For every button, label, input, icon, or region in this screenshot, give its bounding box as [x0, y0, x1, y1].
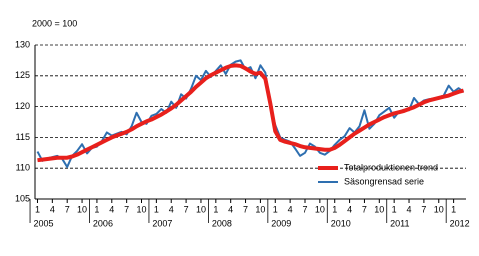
x-tick-label: 4 [228, 204, 233, 214]
x-tick-label: 4 [288, 204, 293, 214]
x-tick-label: 7 [421, 204, 426, 214]
x-tick-label: 1 [451, 204, 456, 214]
year-label: 2011 [390, 218, 409, 228]
y-tick-label: 120 [15, 101, 30, 111]
year-label: 2006 [93, 218, 113, 228]
x-tick-label: 7 [184, 204, 189, 214]
x-tick-label: 4 [169, 204, 174, 214]
y-tick-label: 110 [16, 163, 30, 173]
x-tick-label: 1 [94, 204, 99, 214]
x-tick-label: 1 [35, 204, 40, 214]
x-tick-label: 1 [332, 204, 337, 214]
x-tick-label: 10 [137, 204, 147, 214]
x-tick-label: 10 [255, 204, 265, 214]
x-tick-label: 7 [243, 204, 248, 214]
year-label: 2012 [450, 218, 470, 228]
legend-label: Totalproduktionen trend [344, 162, 438, 172]
x-tick-label: 7 [65, 204, 70, 214]
x-tick-label: 4 [109, 204, 114, 214]
x-tick-label: 10 [77, 204, 87, 214]
x-tick-label: 1 [392, 204, 397, 214]
x-tick-label: 4 [347, 204, 352, 214]
legend-label: Säsongrensad serie [344, 176, 424, 186]
y-tick-label: 105 [15, 193, 30, 203]
year-label: 2007 [152, 218, 172, 228]
x-tick-label: 10 [315, 204, 325, 214]
year-label: 2005 [33, 218, 53, 228]
x-tick-label: 10 [374, 204, 384, 214]
x-tick-label: 1 [213, 204, 218, 214]
year-label: 2008 [212, 218, 232, 228]
x-tick-label: 1 [154, 204, 159, 214]
x-tick-label: 4 [407, 204, 412, 214]
y-tick-label: 130 [15, 39, 30, 49]
axis-note: 2000 = 100 [32, 18, 77, 28]
x-tick-label: 7 [302, 204, 307, 214]
x-tick-label: 10 [196, 204, 206, 214]
x-tick-label: 4 [50, 204, 55, 214]
year-label: 2009 [271, 218, 291, 228]
y-tick-label: 125 [15, 70, 30, 80]
x-tick-label: 10 [434, 204, 444, 214]
year-label: 2010 [331, 218, 351, 228]
x-tick-label: 1 [273, 204, 278, 214]
series-line [37, 63, 465, 163]
x-tick-label: 7 [362, 204, 367, 214]
x-tick-label: 7 [124, 204, 129, 214]
y-tick-label: 115 [16, 132, 30, 142]
